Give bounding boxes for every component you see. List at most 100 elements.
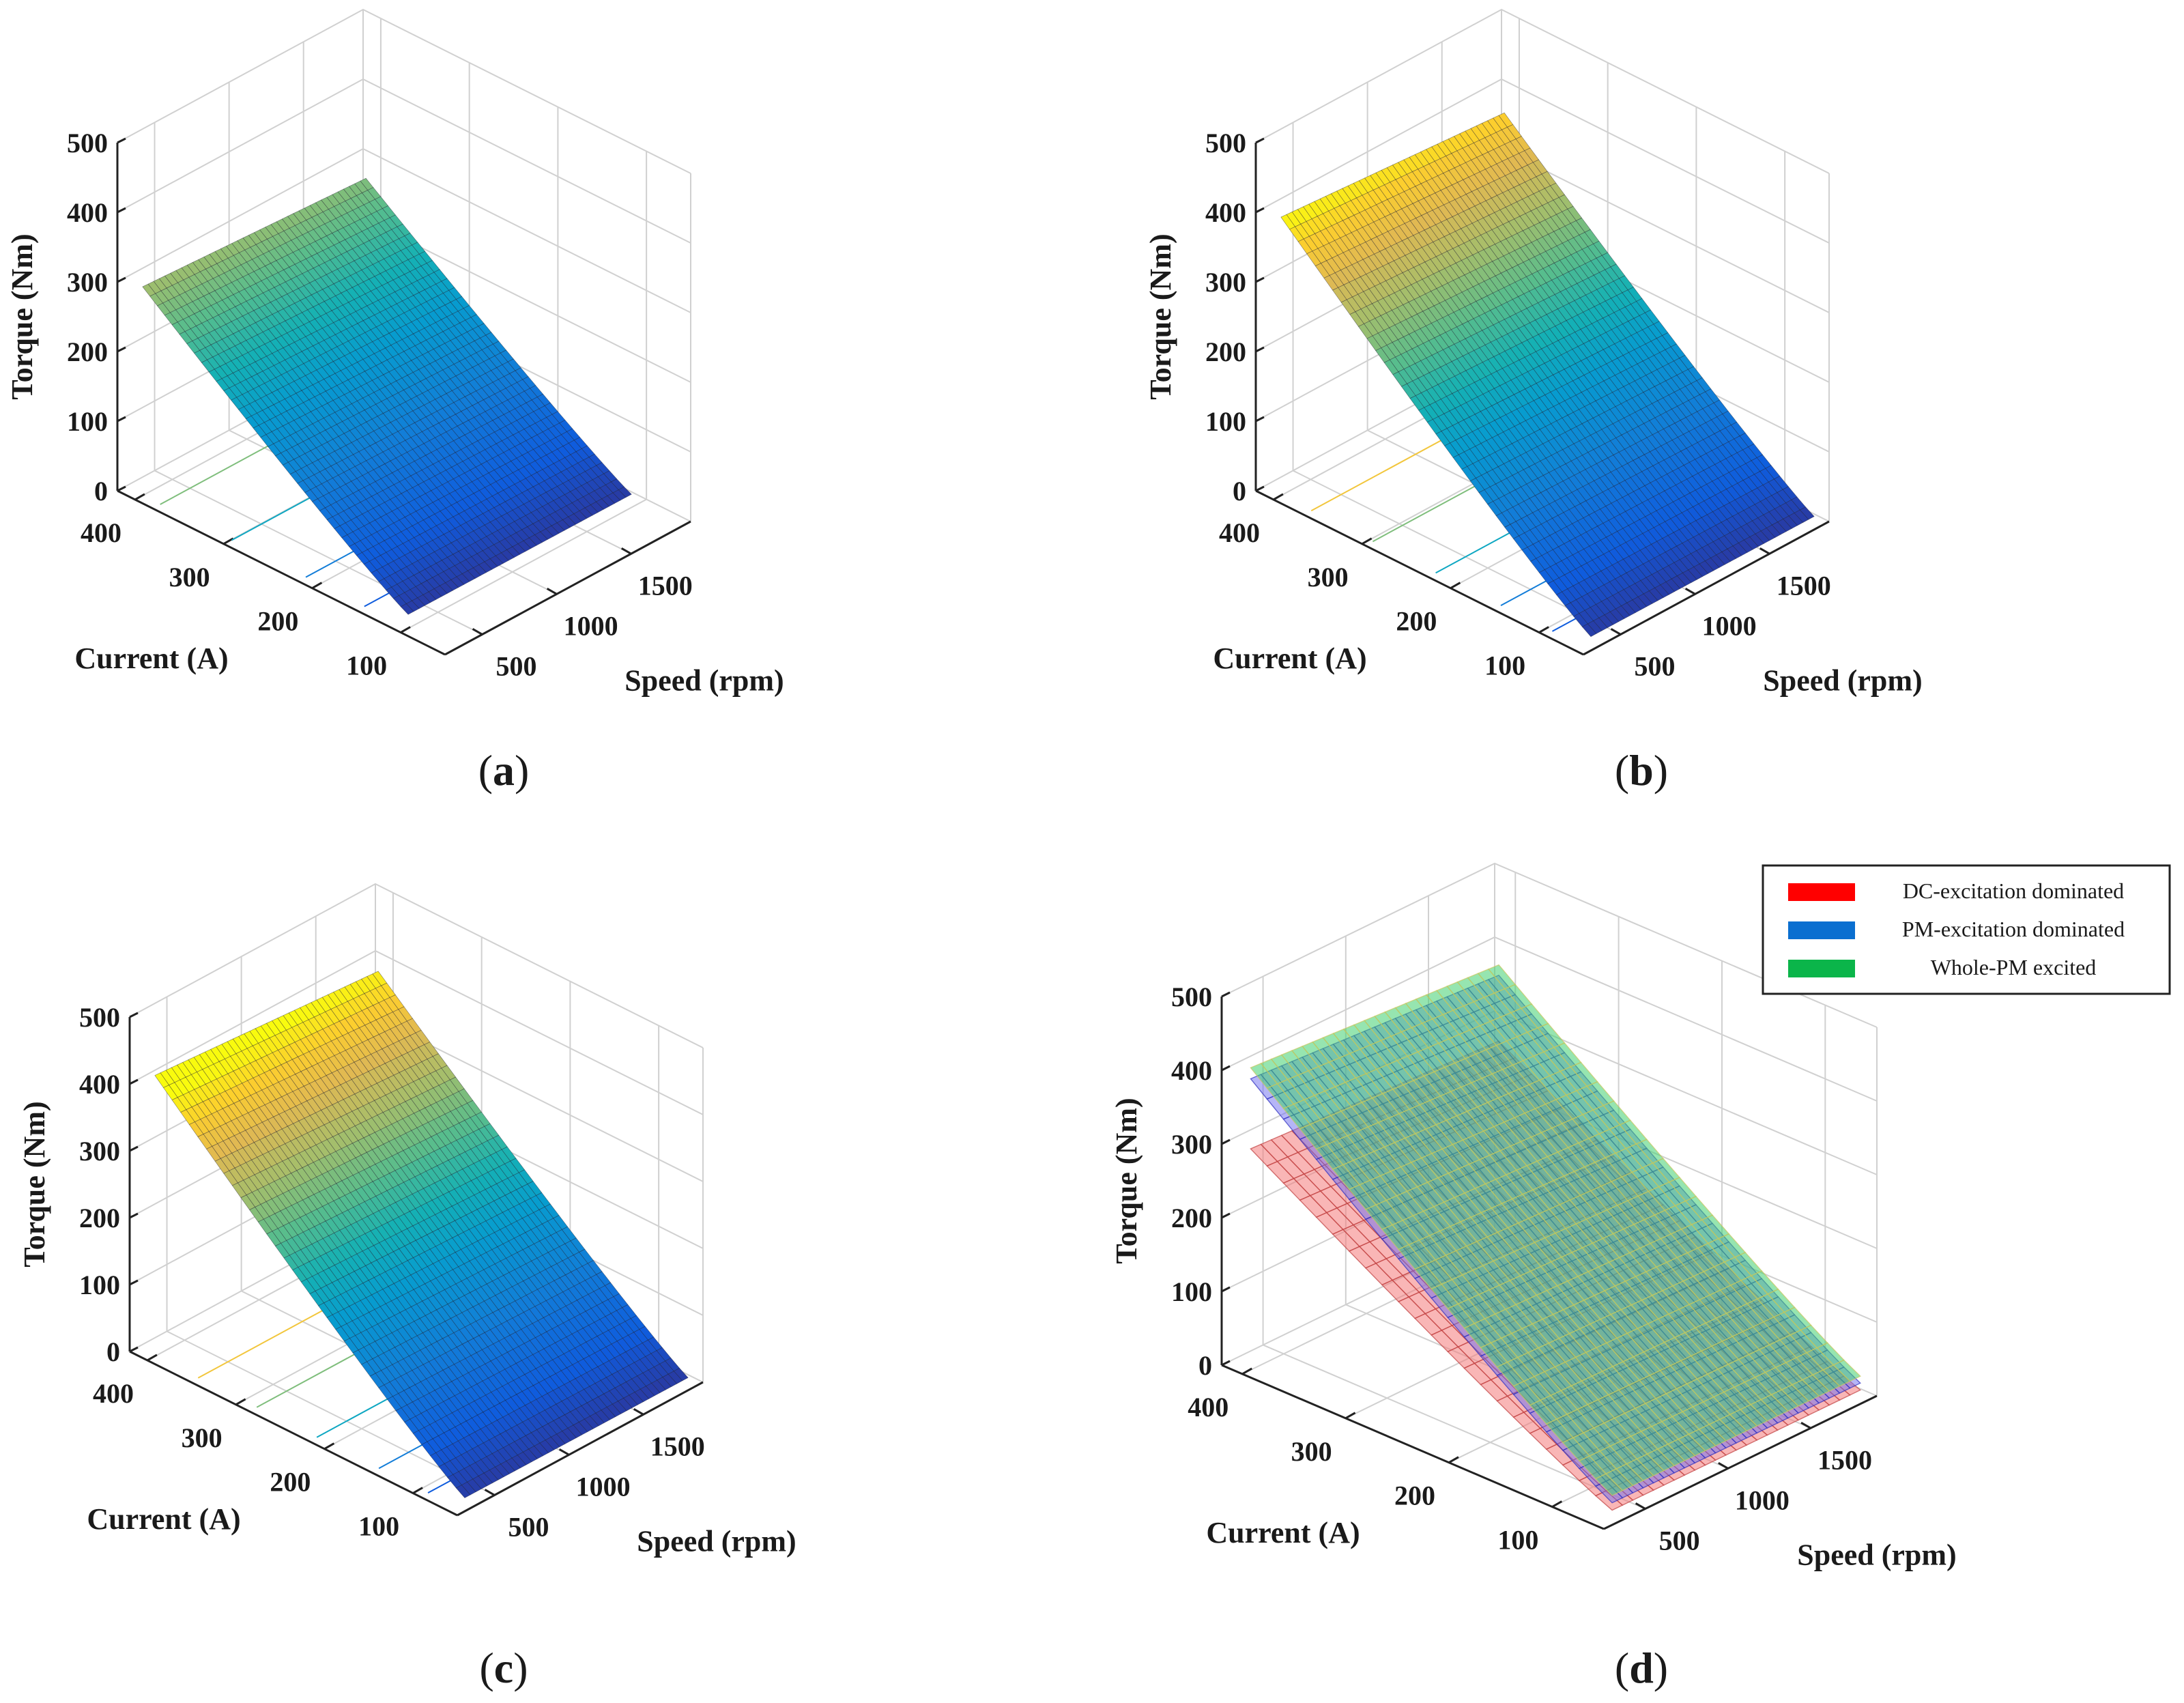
surface-b (1280, 112, 1815, 638)
floor-grid-line (400, 498, 647, 633)
current-tick-label: 200 (1396, 606, 1437, 637)
current-tick (412, 1487, 423, 1494)
torque-tick-label: 100 (79, 1270, 120, 1300)
torque-tick (1221, 1065, 1231, 1072)
torque-tick (117, 416, 126, 423)
current-tick (1538, 626, 1549, 633)
torque-tick (1221, 1212, 1231, 1219)
torque-tick (1255, 416, 1265, 423)
current-tick-label: 300 (1308, 562, 1349, 592)
torque-tick-label: 300 (79, 1136, 120, 1167)
current-tick (1361, 537, 1373, 545)
speed-tick (1610, 628, 1622, 635)
torque-tick-label: 200 (1205, 337, 1246, 367)
speed-tick-label: 1500 (1777, 570, 1831, 601)
current-tick (324, 1442, 335, 1450)
current-axis-label: Current (A) (87, 1502, 240, 1536)
torque-tick-label: 0 (1198, 1350, 1212, 1381)
torque-tick-label: 200 (79, 1203, 120, 1233)
current-tick-label: 300 (1291, 1436, 1332, 1467)
torque-tick (1221, 991, 1231, 998)
speed-tick-label: 1000 (1702, 610, 1757, 641)
current-tick (1273, 493, 1284, 501)
surface-c (154, 971, 689, 1498)
speed-tick (1800, 1421, 1811, 1429)
current-tick (400, 626, 411, 633)
torque-tick-label: 300 (1205, 267, 1246, 298)
torque-tick (129, 1279, 139, 1286)
torque-tick-label: 300 (67, 267, 108, 298)
current-tick-label: 400 (1188, 1392, 1228, 1422)
current-tick-label: 300 (169, 562, 210, 592)
torque-tick (1221, 1360, 1231, 1366)
current-axis-label: Current (A) (1206, 1516, 1360, 1549)
torque-tick (1255, 207, 1265, 214)
torque-axis-label: Torque (Nm) (5, 233, 39, 399)
current-tick-label: 400 (81, 517, 121, 548)
torque-tick-label: 400 (67, 197, 108, 228)
torque-axis-label: Torque (Nm) (18, 1101, 51, 1267)
torque-tick-label: 500 (67, 128, 108, 158)
current-tick (311, 582, 323, 590)
torque-axis-label: Torque (Nm) (1144, 233, 1177, 399)
surface-a (142, 177, 632, 615)
speed-tick (633, 1407, 644, 1416)
speed-tick (472, 628, 483, 635)
speed-tick (1759, 547, 1770, 555)
speed-axis-label: Speed (rpm) (637, 1525, 796, 1558)
torque-tick-label: 0 (106, 1336, 120, 1367)
torque-tick-label: 0 (1233, 476, 1246, 506)
speed-axis-label: Speed (rpm) (1797, 1539, 1956, 1572)
torque-tick (1255, 485, 1265, 492)
torque-tick-label: 400 (1171, 1055, 1212, 1086)
speed-tick (546, 588, 558, 595)
wall-grid-line (117, 8, 691, 174)
panel-c: 010020030040050010020030040050010001500T… (18, 883, 796, 1558)
speed-tick-label: 500 (1635, 650, 1676, 681)
speed-tick-label: 500 (1659, 1525, 1700, 1556)
speed-axis (444, 520, 691, 656)
torque-tick (129, 1145, 139, 1152)
current-axis-label: Current (A) (1213, 642, 1366, 675)
speed-tick-label: 1000 (576, 1471, 631, 1502)
torque-tick (1221, 1286, 1231, 1293)
speed-tick-label: 500 (508, 1511, 549, 1542)
torque-tick (117, 276, 126, 283)
speed-tick (620, 547, 632, 555)
torque-tick (129, 1012, 139, 1018)
speed-tick (1684, 588, 1696, 595)
speed-tick-label: 1500 (1817, 1444, 1872, 1475)
current-tick-label: 100 (358, 1511, 399, 1542)
wall-grid-line (1255, 8, 1830, 174)
torque-tick-label: 100 (1171, 1276, 1212, 1307)
torque-tick (117, 207, 126, 214)
speed-tick (558, 1448, 570, 1456)
current-tick-label: 100 (346, 650, 387, 681)
torque-tick-label: 400 (79, 1069, 120, 1100)
torque-tick-label: 200 (1171, 1203, 1212, 1233)
speed-tick-label: 1000 (564, 610, 618, 641)
panel-a: 010020030040050010020030040050010001500T… (5, 8, 784, 698)
torque-axis-label: Torque (Nm) (1110, 1098, 1143, 1263)
torque-tick-label: 100 (67, 406, 108, 437)
current-tick (134, 493, 145, 501)
torque-tick (1255, 276, 1265, 283)
speed-tick (484, 1489, 495, 1496)
current-tick (1551, 1500, 1563, 1508)
torque-tick (129, 1212, 139, 1219)
speed-axis-label: Speed (rpm) (1763, 664, 1922, 698)
panel-d: 010020030040050010020030040050010001500T… (1110, 862, 2171, 1572)
torque-tick (117, 485, 126, 492)
speed-tick-label: 1000 (1735, 1485, 1790, 1515)
torque-tick (129, 1346, 139, 1353)
torque-tick-label: 500 (79, 1002, 120, 1033)
speed-tick-label: 1500 (650, 1431, 705, 1461)
current-tick-label: 200 (270, 1467, 311, 1498)
current-tick (147, 1354, 158, 1362)
current-tick-label: 400 (93, 1378, 134, 1409)
speed-tick (1635, 1502, 1646, 1510)
current-tick (222, 537, 234, 545)
panel-b: 010020030040050010020030040050010001500T… (1144, 8, 1923, 698)
speed-tick (1718, 1462, 1729, 1470)
